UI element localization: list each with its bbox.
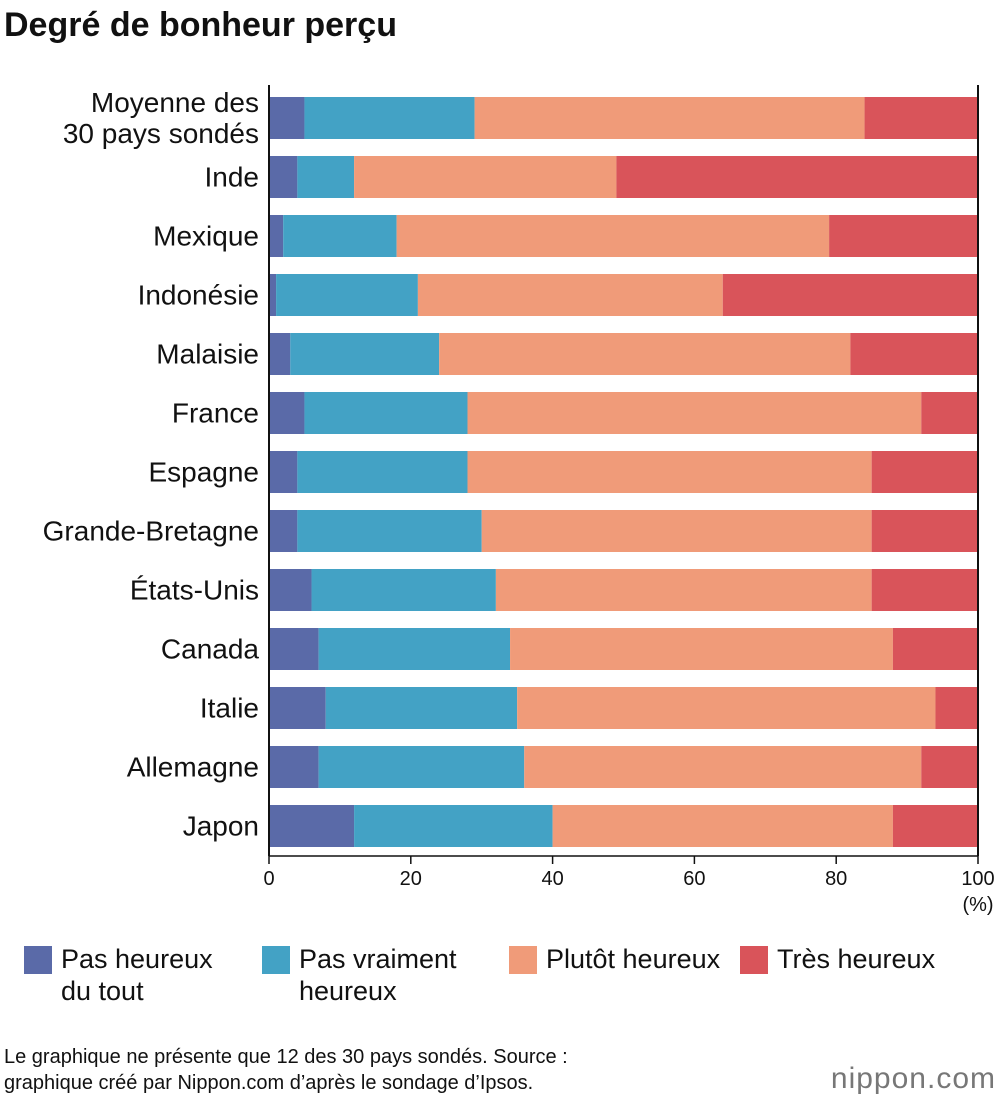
legend-swatch bbox=[740, 946, 768, 974]
bar-segment bbox=[269, 392, 305, 434]
bar-segment bbox=[318, 628, 511, 670]
x-tick-label: 20 bbox=[399, 868, 422, 890]
x-axis-unit: (%) bbox=[962, 894, 994, 916]
bar-segment bbox=[495, 569, 872, 611]
bar-segment bbox=[467, 451, 872, 493]
bar-segment bbox=[311, 569, 496, 611]
bar-segment bbox=[417, 274, 723, 316]
y-tick-label: Canada bbox=[160, 633, 259, 665]
y-tick-label: Japon bbox=[182, 810, 259, 842]
legend-label: Plutôt heureux bbox=[546, 944, 721, 974]
bar-segment bbox=[524, 746, 922, 788]
bar-segment bbox=[850, 333, 978, 375]
y-tick-label: France bbox=[171, 397, 259, 429]
y-tick-label: États-Unis bbox=[129, 574, 259, 606]
y-tick-label: Moyenne des 30 pays sondés bbox=[62, 87, 259, 149]
bar-segment bbox=[269, 451, 298, 493]
bar-segment bbox=[269, 805, 355, 847]
bar-segment bbox=[304, 392, 468, 434]
bar-segment bbox=[269, 687, 326, 729]
bar-segment bbox=[269, 333, 291, 375]
bar-segment bbox=[325, 687, 518, 729]
bar-segment bbox=[552, 805, 893, 847]
y-tick-label: Italie bbox=[199, 692, 259, 724]
y-tick-label: Malaisie bbox=[156, 338, 259, 370]
y-tick-label: Grande-Bretagne bbox=[42, 515, 259, 547]
bar-segment bbox=[354, 805, 553, 847]
x-tick-label: 0 bbox=[263, 868, 275, 890]
bar-segment bbox=[474, 97, 865, 139]
y-tick-label: Allemagne bbox=[126, 751, 259, 783]
bar-segment bbox=[269, 156, 298, 198]
x-tick-label: 40 bbox=[541, 868, 564, 890]
bar-segment bbox=[396, 215, 830, 257]
bar-segment bbox=[871, 510, 978, 552]
footnote: Le graphique ne présente que 12 des 30 p… bbox=[4, 1046, 568, 1094]
bar-segment bbox=[297, 510, 482, 552]
legend-label: Pas heureux du tout bbox=[61, 944, 213, 1006]
legend-label: Pas vraiment heureux bbox=[299, 944, 457, 1006]
bar-segment bbox=[269, 569, 312, 611]
bar-segment bbox=[892, 628, 978, 670]
bar-segment bbox=[892, 805, 978, 847]
bar-segment bbox=[276, 274, 418, 316]
bar-segment bbox=[269, 97, 305, 139]
bar-segment bbox=[616, 156, 978, 198]
legend-label: Très heureux bbox=[777, 944, 936, 974]
bar-segment bbox=[829, 215, 978, 257]
logo: nippon.com bbox=[830, 1062, 996, 1095]
bar-segment bbox=[481, 510, 872, 552]
x-tick-label: 100 bbox=[961, 868, 995, 890]
bar-segment bbox=[269, 215, 284, 257]
bar-segment bbox=[921, 392, 978, 434]
chart-title: Degré de bonheur perçu bbox=[4, 6, 397, 44]
bar-segment bbox=[439, 333, 851, 375]
bar-segment bbox=[269, 628, 319, 670]
bar-segment bbox=[297, 156, 355, 198]
bar-segment bbox=[921, 746, 978, 788]
legend-swatch bbox=[509, 946, 537, 974]
bar-segment bbox=[517, 687, 936, 729]
bar-segment bbox=[871, 569, 978, 611]
bar-segment bbox=[269, 746, 319, 788]
bar-segment bbox=[467, 392, 922, 434]
bar-segment bbox=[269, 274, 277, 316]
bar-segment bbox=[354, 156, 617, 198]
bar-segment bbox=[864, 97, 978, 139]
bar-segment bbox=[304, 97, 475, 139]
bar-segment bbox=[871, 451, 978, 493]
bar-segment bbox=[269, 510, 298, 552]
y-tick-label: Inde bbox=[204, 161, 260, 193]
bar-segment bbox=[510, 628, 893, 670]
bar-segment bbox=[297, 451, 468, 493]
bar-segment bbox=[283, 215, 397, 257]
bar-segment bbox=[318, 746, 525, 788]
y-tick-label: Mexique bbox=[153, 220, 259, 252]
legend-swatch bbox=[262, 946, 290, 974]
legend-swatch bbox=[24, 946, 52, 974]
bar-segment bbox=[935, 687, 978, 729]
x-tick-label: 60 bbox=[683, 868, 706, 890]
bar-segment bbox=[722, 274, 978, 316]
bar-segment bbox=[290, 333, 440, 375]
x-tick-label: 80 bbox=[825, 868, 848, 890]
y-tick-label: Indonésie bbox=[137, 279, 259, 311]
y-tick-label: Espagne bbox=[148, 456, 259, 488]
